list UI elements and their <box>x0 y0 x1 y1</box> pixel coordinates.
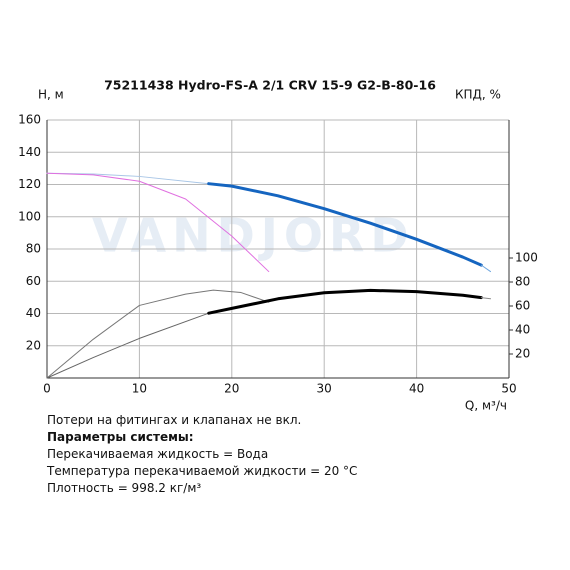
x-tick-label: 30 <box>317 382 332 396</box>
curve <box>207 288 483 315</box>
note: Перекачиваемая жидкость = Вода <box>47 447 269 461</box>
curve <box>207 182 483 267</box>
y2-tick-label: 80 <box>515 275 530 289</box>
x-tick-label: 50 <box>501 382 516 396</box>
x-tick-label: 10 <box>132 382 147 396</box>
x-tick-label: 40 <box>409 382 424 396</box>
y-tick-label: 20 <box>26 338 41 352</box>
curve <box>46 289 270 379</box>
note: Температура перекачиваемой жидкости = 20… <box>47 464 358 478</box>
x-axis-label: Q, м³/ч <box>465 399 507 413</box>
curve <box>46 312 210 379</box>
note-heading: Параметры системы: <box>47 430 194 444</box>
y-tick-label: 80 <box>26 242 41 256</box>
x-tick-label: 20 <box>224 382 239 396</box>
y-axis-label: H, м <box>38 88 64 102</box>
note: Плотность = 998.2 кг/м³ <box>47 481 202 495</box>
note: Потери на фитингах и клапанах не вкл. <box>47 413 302 427</box>
y2-tick-label: 20 <box>515 347 530 361</box>
x-tick-label: 0 <box>43 382 51 396</box>
y-tick-label: 100 <box>18 209 41 223</box>
curve <box>46 172 270 273</box>
y-tick-label: 140 <box>18 145 41 159</box>
y-tick-label: 60 <box>26 274 41 288</box>
chart-title: 75211438 Hydro-FS-A 2/1 CRV 15-9 G2-B-80… <box>104 78 436 93</box>
y-tick-label: 40 <box>26 306 41 320</box>
curve <box>480 264 492 273</box>
y2-tick-label: 100 <box>515 251 538 265</box>
curve <box>46 172 210 185</box>
y2-axis-label: КПД, % <box>455 88 501 102</box>
y-tick-label: 120 <box>18 177 41 191</box>
y2-tick-label: 60 <box>515 299 530 313</box>
curve <box>480 297 492 300</box>
y2-tick-label: 40 <box>515 323 530 337</box>
notes: Потери на фитингах и клапанах не вкл. Па… <box>47 412 357 497</box>
y-tick-label: 160 <box>18 113 41 127</box>
